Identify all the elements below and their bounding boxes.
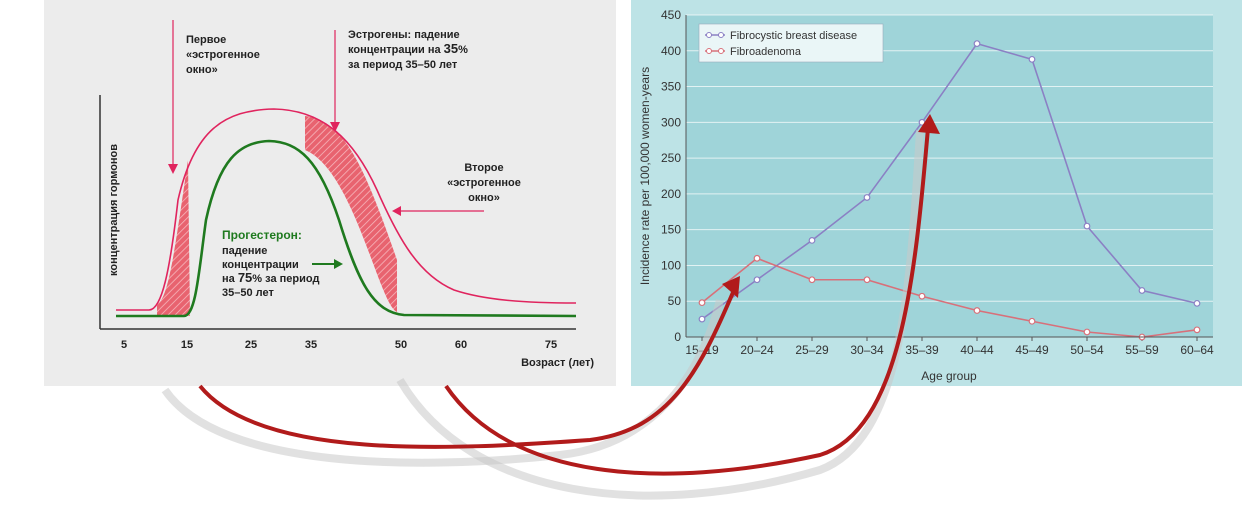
x-tick-label: 40–44	[960, 343, 994, 357]
data-point	[753, 254, 761, 262]
svg-text:«эстрогенное: «эстрогенное	[447, 177, 521, 189]
data-point	[808, 276, 816, 284]
x-tick-label: 45–49	[1015, 343, 1049, 357]
y-tick-label: 350	[661, 80, 681, 94]
y-tick-labels: 0 50 100 150 200 250 300 350 400 450	[661, 8, 681, 344]
x-tick-label: 35	[305, 339, 317, 351]
x-tick-label: 25	[245, 339, 257, 351]
hormone-chart: концентрация гормонов 5 15 25 35 50 60 7…	[99, 20, 594, 369]
data-point	[1083, 328, 1091, 336]
y-tick-label: 450	[661, 8, 681, 22]
x-tick-labels: 15–19 20–24 25–29 30–34 35–39 40–44 45–49 50–54…	[685, 337, 1214, 357]
y-tick-label: 200	[661, 187, 681, 201]
data-point	[1028, 55, 1036, 63]
data-point	[1083, 222, 1091, 230]
data-point	[698, 315, 706, 323]
x-tick-label: 60	[455, 339, 467, 351]
svg-text:за период 35–50 лет: за период 35–50 лет	[348, 59, 458, 71]
data-point	[1138, 287, 1146, 294]
svg-text:концентрации на 35%: концентрации на 35%	[348, 41, 468, 56]
svg-text:на 75% за период: на 75% за период	[222, 270, 319, 285]
x-tick-label: 55–59	[1125, 343, 1159, 357]
svg-text:Второе: Второе	[464, 162, 503, 174]
x-tick-label: 25–29	[795, 343, 829, 357]
svg-text:окно»: окно»	[468, 192, 500, 204]
first-window-hatch	[157, 160, 190, 316]
x-tick-label: 20–24	[740, 343, 774, 357]
incidence-chart-panel: 0 50 100 150 200 250 300 350 400 450 15–19 20–24 25…	[631, 0, 1242, 386]
data-point	[1193, 326, 1201, 334]
data-point	[918, 292, 926, 300]
first-window-annotation: Первое «эстрогенное окно»	[186, 34, 260, 76]
legend-fibrocystic: Fibrocystic breast disease	[730, 30, 857, 42]
x-tick-label: 60–64	[1180, 343, 1214, 357]
y-tick-label: 100	[661, 258, 681, 272]
y-tick-label: 0	[674, 330, 681, 344]
svg-text:35–50 лет: 35–50 лет	[222, 287, 274, 299]
y-tick-label: 150	[661, 223, 681, 237]
x-tick-label: 75	[545, 339, 557, 351]
svg-text:Прогестерон:: Прогестерон:	[222, 228, 302, 242]
plot-area	[686, 15, 1213, 337]
x-tick-label: 35–39	[905, 343, 939, 357]
svg-text:Первое: Первое	[186, 34, 226, 46]
x-tick-label: 15	[181, 339, 193, 351]
data-point	[863, 194, 871, 201]
incidence-y-label: Incidence rate per 100,000 women-years	[638, 67, 652, 285]
svg-text:концентрации: концентрации	[222, 259, 299, 271]
x-tick-label: 15–19	[685, 343, 719, 357]
progesterone-curve	[116, 139, 577, 318]
x-tick-label: 50	[395, 339, 407, 351]
second-window-hatch	[305, 116, 397, 312]
data-point	[973, 307, 981, 314]
data-point	[973, 40, 981, 48]
x-tick-label: 5	[121, 339, 127, 351]
data-point	[918, 118, 926, 126]
x-tick-label: 50–54	[1070, 343, 1104, 357]
hormone-x-label: Возраст (лет)	[521, 357, 594, 369]
hormone-x-ticks: 5 15 25 35 50 60 75	[121, 339, 557, 351]
data-point	[1028, 317, 1036, 325]
legend: Fibrocystic breast disease Fibroadenoma	[698, 23, 884, 63]
hormone-y-label: концентрация гормонов	[108, 144, 120, 276]
hormone-chart-panel: концентрация гормонов 5 15 25 35 50 60 7…	[44, 0, 616, 386]
svg-text:Эстрогены: падение: Эстрогены: падение	[348, 29, 460, 41]
incidence-x-label: Age group	[921, 369, 977, 383]
progesterone-annotation: Прогестерон: падение концентрации на 75%…	[222, 228, 319, 299]
y-tick-label: 50	[668, 294, 682, 308]
y-tick-label: 250	[661, 151, 681, 165]
estrogen-drop-annotation: Эстрогены: падение концентрации на 35% з…	[348, 29, 468, 71]
second-window-annotation: Второе «эстрогенное окно»	[447, 162, 521, 204]
svg-text:«эстрогенное: «эстрогенное	[186, 49, 260, 61]
svg-text:падение: падение	[222, 245, 267, 257]
legend-fibroadenoma: Fibroadenoma	[730, 46, 802, 58]
data-point	[863, 276, 871, 284]
data-point	[753, 276, 761, 284]
data-point	[1193, 299, 1201, 307]
incidence-chart: 0 50 100 150 200 250 300 350 400 450 15–19 20–24 25…	[638, 8, 1214, 383]
y-tick-label: 300	[661, 115, 681, 129]
x-tick-label: 30–34	[850, 343, 884, 357]
data-point	[698, 299, 706, 307]
svg-text:окно»: окно»	[186, 64, 218, 76]
data-point	[808, 236, 816, 244]
y-tick-label: 400	[661, 44, 681, 58]
